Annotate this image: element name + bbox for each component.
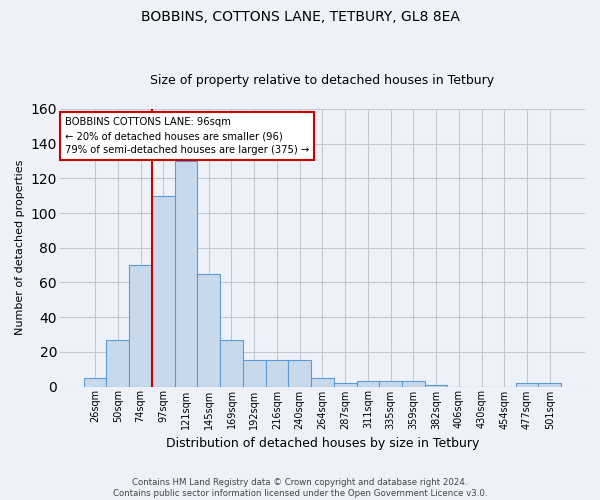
Bar	[220, 340, 243, 386]
Bar	[538, 383, 561, 386]
Bar	[129, 265, 152, 386]
Bar	[356, 382, 379, 386]
Bar	[266, 360, 289, 386]
Bar	[425, 385, 448, 386]
Bar	[197, 274, 220, 386]
Bar	[106, 340, 129, 386]
Text: BOBBINS, COTTONS LANE, TETBURY, GL8 8EA: BOBBINS, COTTONS LANE, TETBURY, GL8 8EA	[140, 10, 460, 24]
Bar	[311, 378, 334, 386]
Bar	[175, 161, 197, 386]
Y-axis label: Number of detached properties: Number of detached properties	[15, 160, 25, 336]
Bar	[334, 383, 356, 386]
Bar	[152, 196, 175, 386]
X-axis label: Distribution of detached houses by size in Tetbury: Distribution of detached houses by size …	[166, 437, 479, 450]
Text: Contains HM Land Registry data © Crown copyright and database right 2024.
Contai: Contains HM Land Registry data © Crown c…	[113, 478, 487, 498]
Title: Size of property relative to detached houses in Tetbury: Size of property relative to detached ho…	[151, 74, 494, 87]
Bar	[289, 360, 311, 386]
Bar	[243, 360, 266, 386]
Text: BOBBINS COTTONS LANE: 96sqm
← 20% of detached houses are smaller (96)
79% of sem: BOBBINS COTTONS LANE: 96sqm ← 20% of det…	[65, 118, 310, 156]
Bar	[84, 378, 106, 386]
Bar	[379, 382, 402, 386]
Bar	[402, 382, 425, 386]
Bar	[515, 383, 538, 386]
